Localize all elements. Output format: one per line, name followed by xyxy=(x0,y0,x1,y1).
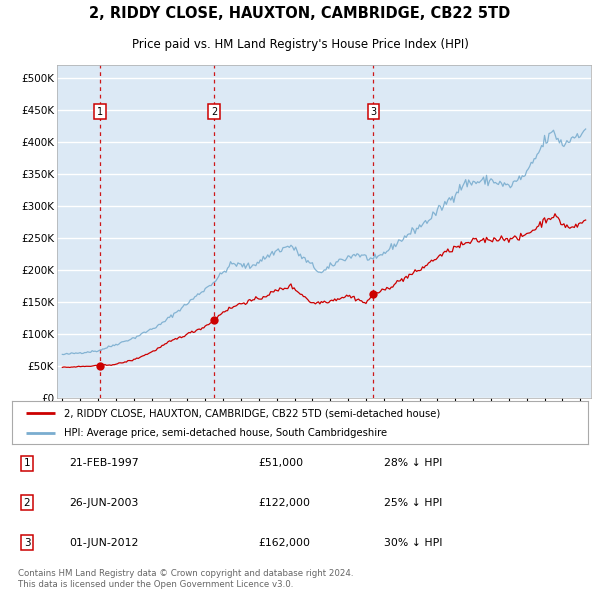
Text: Price paid vs. HM Land Registry's House Price Index (HPI): Price paid vs. HM Land Registry's House … xyxy=(131,38,469,51)
Text: This data is licensed under the Open Government Licence v3.0.: This data is licensed under the Open Gov… xyxy=(18,579,293,589)
Text: 1: 1 xyxy=(97,107,103,117)
Text: 28% ↓ HPI: 28% ↓ HPI xyxy=(384,458,442,468)
Text: 2, RIDDY CLOSE, HAUXTON, CAMBRIDGE, CB22 5TD: 2, RIDDY CLOSE, HAUXTON, CAMBRIDGE, CB22… xyxy=(89,6,511,21)
Text: £122,000: £122,000 xyxy=(258,498,310,507)
Text: £162,000: £162,000 xyxy=(258,538,310,548)
Text: Contains HM Land Registry data © Crown copyright and database right 2024.: Contains HM Land Registry data © Crown c… xyxy=(18,569,353,578)
Text: 30% ↓ HPI: 30% ↓ HPI xyxy=(384,538,443,548)
Text: 2, RIDDY CLOSE, HAUXTON, CAMBRIDGE, CB22 5TD (semi-detached house): 2, RIDDY CLOSE, HAUXTON, CAMBRIDGE, CB22… xyxy=(64,408,440,418)
Text: 1: 1 xyxy=(23,458,31,468)
Text: 3: 3 xyxy=(23,538,31,548)
Text: 01-JUN-2012: 01-JUN-2012 xyxy=(69,538,139,548)
Text: 2: 2 xyxy=(211,107,217,117)
Text: 21-FEB-1997: 21-FEB-1997 xyxy=(69,458,139,468)
Text: 3: 3 xyxy=(370,107,377,117)
Text: £51,000: £51,000 xyxy=(258,458,303,468)
Text: 2: 2 xyxy=(23,498,31,507)
Text: HPI: Average price, semi-detached house, South Cambridgeshire: HPI: Average price, semi-detached house,… xyxy=(64,428,387,438)
Text: 26-JUN-2003: 26-JUN-2003 xyxy=(69,498,139,507)
Text: 25% ↓ HPI: 25% ↓ HPI xyxy=(384,498,442,507)
